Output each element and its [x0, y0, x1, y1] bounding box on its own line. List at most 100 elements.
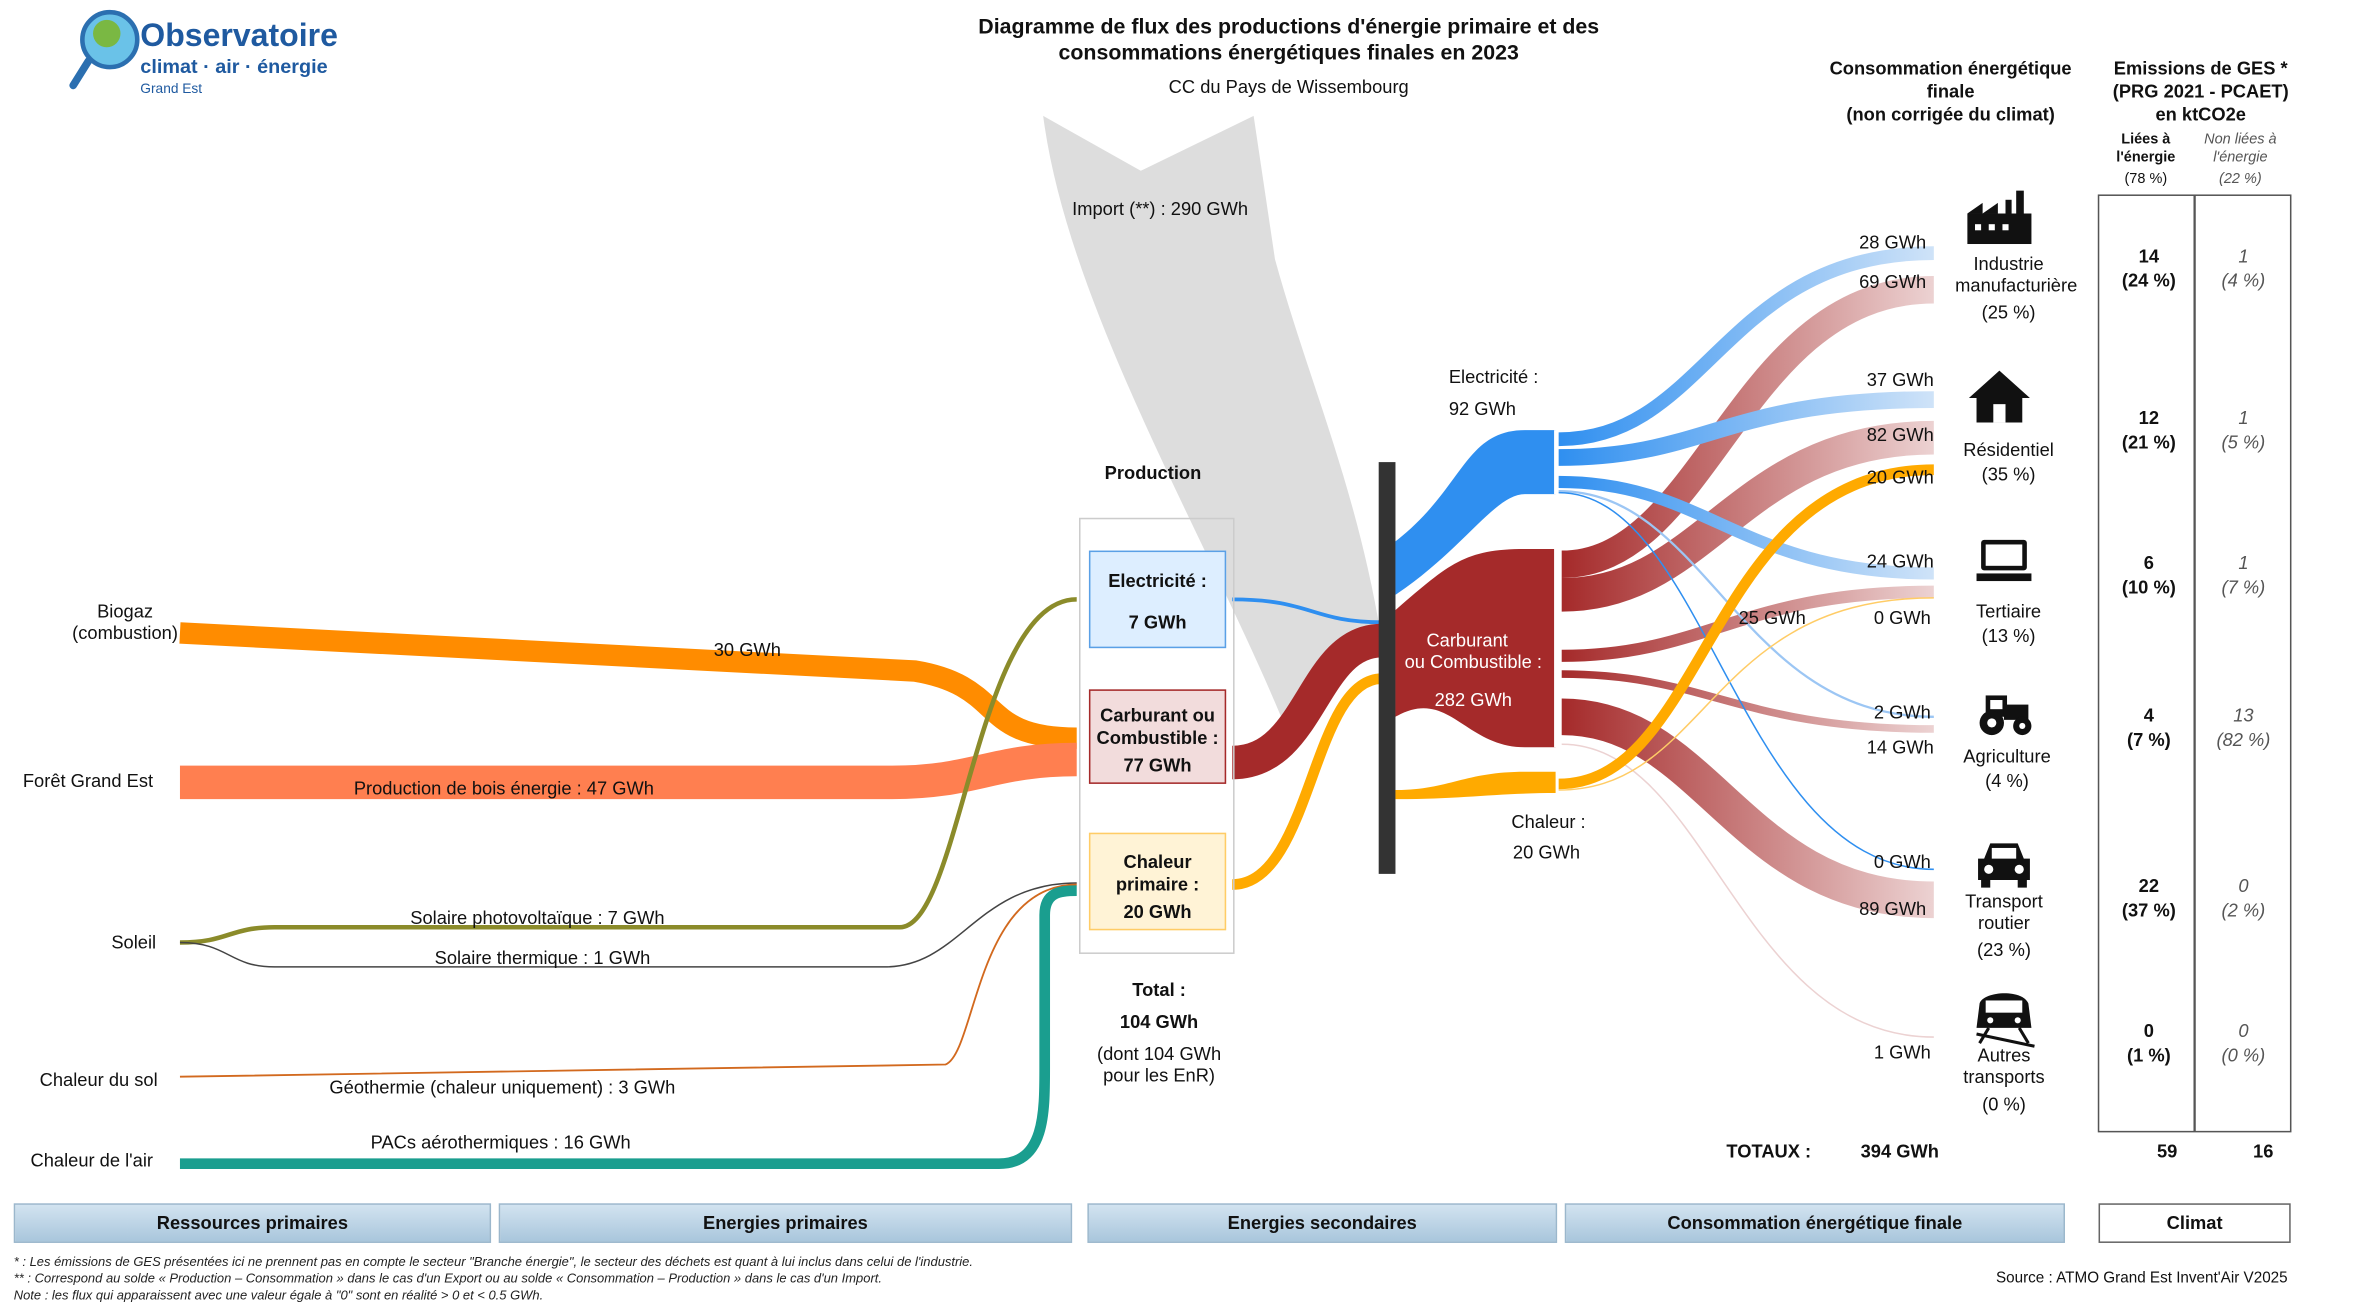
band-consommation: Consommation énergétique finale — [1564, 1203, 2065, 1243]
flow-label-ter-elec: 24 GWh — [1866, 550, 1934, 572]
sector-autres: Autres transports (0 %) — [1963, 1044, 2045, 1115]
elec-block — [1395, 430, 1556, 595]
production-total-value: 104 GWh — [1119, 1011, 1199, 1033]
production-column-box — [1079, 517, 1235, 954]
ghg-row-residentiel-energy: 12 (21 %) — [2121, 407, 2176, 453]
band-ressources-primaires: Ressources primaires — [13, 1203, 492, 1243]
prod-heat-box: Chaleur primaire : 20 GWh — [1088, 832, 1227, 931]
source-note: Source : ATMO Grand Est Invent'Air V2025 — [1995, 1270, 2288, 1288]
sector-residentiel: Résidentiel (35 %) — [1963, 439, 2054, 485]
logo-main: Observatoire — [140, 18, 338, 54]
flow-label-ind-elec: 28 GWh — [1859, 231, 1927, 254]
sol-label: Chaleur du sol — [39, 1069, 158, 1091]
solaire-thermique-flow — [179, 882, 1077, 968]
band-climat: Climat — [2098, 1203, 2291, 1243]
logo-sub: climat · air · énergie — [140, 54, 328, 78]
prod-fuel-box: Carburant ou Combustible : 77 GWh — [1088, 689, 1227, 784]
footnote-1: * : Les émissions de GES présentées ici … — [13, 1253, 974, 1269]
flow-label-res-comb: 82 GWh — [1866, 423, 1934, 446]
ghg-row-tertiaire-non-energy: 1 (7 %) — [2221, 552, 2266, 598]
page-title-line1: Diagramme de flux des productions d'éner… — [978, 13, 1600, 39]
fuel-block — [1395, 549, 1556, 748]
prod-elec-flow — [1232, 597, 1382, 625]
foret-label: Forêt Grand Est — [22, 770, 154, 792]
production-total-label: Total : — [1132, 979, 1186, 1001]
house-icon — [1968, 370, 2030, 423]
fuel-agr-flow — [1561, 670, 1934, 733]
geothermie-label: Géothermie (chaleur uniquement) : 3 GWh — [329, 1076, 676, 1099]
ghg-col1-head: Liées à l'énergie (78 %) — [2116, 131, 2176, 188]
flow-label-res-chal: 20 GWh — [1866, 466, 1934, 489]
prod-heat-flow — [1231, 673, 1383, 890]
flow-label-tra-elec: 0 GWh — [1873, 851, 1931, 873]
flow-label-agr-elec: 2 GWh — [1873, 701, 1931, 723]
sector-transport: Transport routier (23 %) — [1965, 890, 2043, 961]
band-energies-secondaires: Energies secondaires — [1087, 1203, 1558, 1243]
sector-agriculture: Agriculture (4 %) — [1963, 745, 2051, 792]
sec-elec-line1: Electricité : — [1448, 366, 1539, 388]
secondary-node-bar — [1378, 462, 1396, 874]
ghg-row-transport-non-energy: 0 (2 %) — [2221, 875, 2266, 922]
pac-label: PACs aérothermiques : 16 GWh — [370, 1131, 631, 1153]
logo-magnifier-icon — [69, 9, 140, 90]
sec-fuel-line3: 282 GWh — [1434, 689, 1512, 711]
fuel-res-flow — [1561, 420, 1934, 612]
ghg-total-non-energy: 16 — [2253, 1140, 2274, 1163]
ghg-row-residentiel-non-energy: 1 (5 %) — [2221, 407, 2266, 453]
flow-label-agr-comb: 14 GWh — [1866, 736, 1934, 758]
sec-heat-line1: Chaleur : — [1511, 811, 1586, 833]
sec-elec-line2: 92 GWh — [1448, 398, 1516, 420]
ghg-row-autres-non-energy: 0 (0 %) — [2221, 1020, 2266, 1067]
solaire-pv-flow — [179, 597, 1077, 945]
sec-heat-line2: 20 GWh — [1512, 841, 1581, 864]
ghg-row-tertiaire-energy: 6 (10 %) — [2121, 552, 2176, 598]
elec-ter-flow — [1558, 475, 1934, 580]
ghg-row-autres-energy: 0 (1 %) — [2126, 1020, 2171, 1067]
fuel-ter-flow — [1561, 585, 1934, 662]
flow-label-ter-comb: 25 GWh — [1738, 606, 1806, 629]
totals-value: 394 GWh — [1860, 1140, 1939, 1163]
logo-region: Grand Est — [140, 80, 203, 97]
page-title-line2: consommations énergétiques finales en 20… — [1058, 39, 1519, 65]
footnote-3: Note : les flux qui apparaissent avec un… — [13, 1287, 544, 1303]
sec-fuel-line2: ou Combustible : — [1404, 651, 1542, 673]
import-label: Import (**) : 290 GWh — [1072, 198, 1249, 220]
footnote-2: ** : Correspond au solde « Production – … — [13, 1270, 882, 1286]
ghg-row-agriculture-energy: 4 (7 %) — [2126, 704, 2171, 751]
page-subtitle: CC du Pays de Wissembourg — [1168, 76, 1409, 98]
elec-ind-flow — [1558, 246, 1934, 447]
pac-flow — [179, 885, 1077, 1169]
import-flow — [1043, 115, 1382, 717]
soleil-label: Soleil — [111, 931, 157, 954]
elec-res-flow — [1558, 391, 1934, 466]
fuel-tra-flow — [1561, 698, 1935, 919]
production-heading: Production — [1104, 462, 1202, 484]
ghg-heading: Emissions de GES * (PRG 2021 - PCAET) en… — [2112, 57, 2289, 126]
ghg-row-industrie-energy: 14 (24 %) — [2121, 245, 2176, 292]
foret-flow-label: Production de bois énergie : 47 GWh — [353, 777, 654, 800]
production-enr-line1: (dont 104 GWh — [1097, 1043, 1222, 1065]
production-enr-line2: pour les EnR) — [1103, 1064, 1216, 1086]
heat-block — [1395, 771, 1556, 800]
heat-res-flow — [1558, 464, 1934, 790]
solaire-pv-label: Solaire photovoltaïque : 7 GWh — [410, 907, 665, 929]
solaire-thermique-label: Solaire thermique : 1 GWh — [434, 947, 651, 969]
consumption-heading: Consommation énergétique finale (non cor… — [1829, 57, 2072, 126]
biogaz-flow-label: 30 GWh — [713, 639, 781, 661]
flow-label-aut: 1 GWh — [1873, 1041, 1931, 1063]
foret-flow — [179, 742, 1077, 800]
ghg-col2-head: Non liées à l'énergie (22 %) — [2204, 131, 2277, 188]
band-energies-primaires: Energies primaires — [498, 1203, 1073, 1243]
ghg-row-transport-energy: 22 (37 %) — [2121, 875, 2176, 922]
flow-label-tra-comb: 89 GWh — [1859, 898, 1927, 920]
flow-label-ind-comb: 69 GWh — [1859, 271, 1927, 293]
geothermie-flow — [179, 883, 1077, 1078]
prod-fuel-flow — [1230, 623, 1384, 780]
sector-industrie: Industrie manufacturière (25 %) — [1955, 253, 2078, 324]
ghg-total-energy: 59 — [2156, 1140, 2178, 1163]
sec-fuel-line1: Carburant — [1426, 629, 1508, 652]
factory-icon — [1967, 190, 2032, 245]
elec-tra-flow — [1558, 491, 1934, 871]
